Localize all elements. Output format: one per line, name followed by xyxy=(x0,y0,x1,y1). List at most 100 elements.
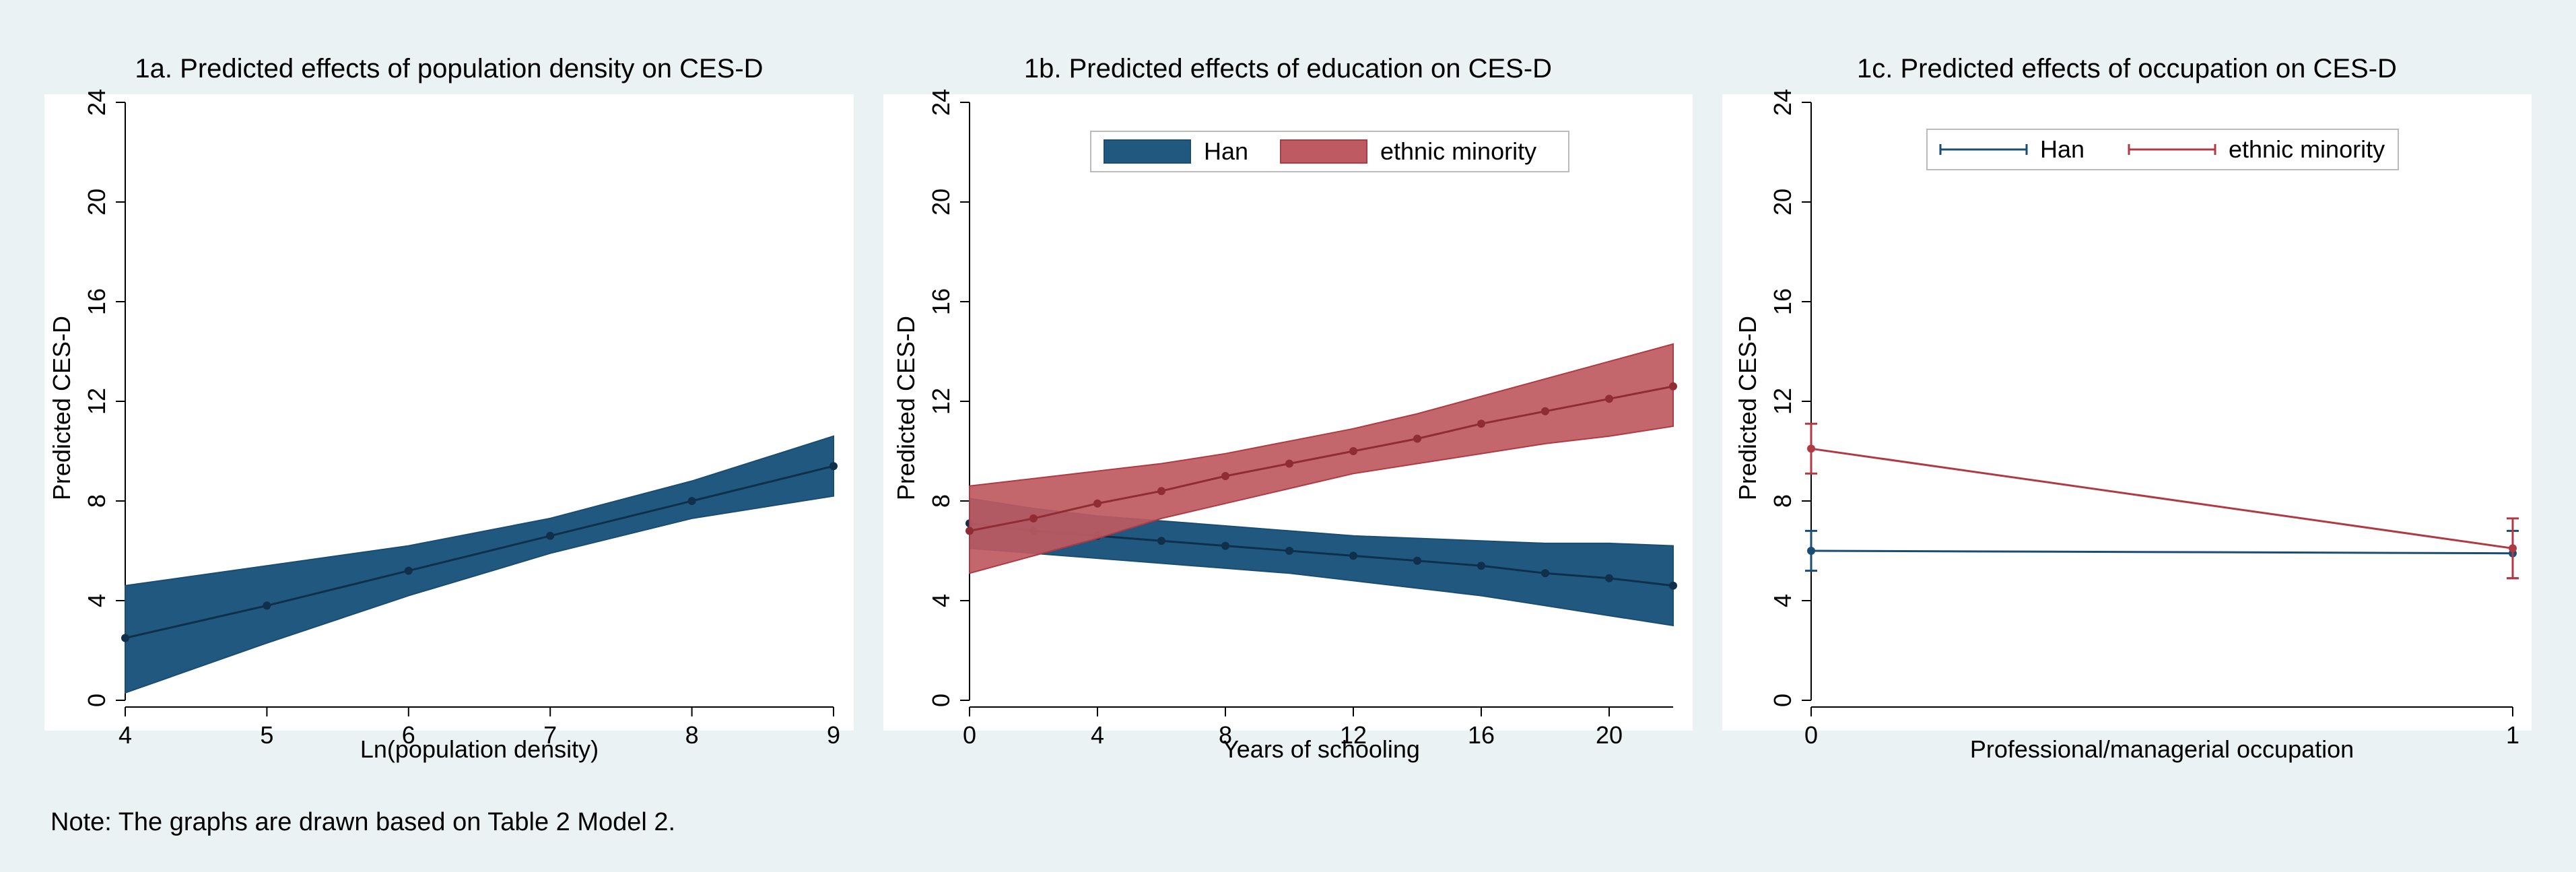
series-0 xyxy=(121,435,838,694)
x-tick-label: 0 xyxy=(1804,721,1818,749)
chart-panel-2: 1b. Predicted effects of education on CE… xyxy=(883,54,1693,763)
x-tick-label: 0 xyxy=(963,721,976,749)
y-tick-label: 8 xyxy=(927,494,955,508)
x-axis-label: Professional/managerial occupation xyxy=(1970,735,2354,763)
data-point xyxy=(1477,420,1485,428)
data-point xyxy=(1541,407,1549,415)
series-line xyxy=(1810,447,2513,549)
y-tick-label: 12 xyxy=(1769,388,1796,415)
y-axis-label: Predicted CES-D xyxy=(48,316,75,500)
y-tick-label: 12 xyxy=(927,388,955,415)
legend-label: Han xyxy=(1204,137,1248,165)
data-point xyxy=(1807,444,1815,453)
data-point xyxy=(1413,434,1421,443)
legend-label: ethnic minority xyxy=(1380,137,1536,165)
y-tick-label: 24 xyxy=(1769,89,1796,116)
confidence-band xyxy=(125,435,834,694)
series-han xyxy=(965,498,1677,627)
x-axis-label: Years of schooling xyxy=(1223,735,1420,763)
chart-panel-1: 1a. Predicted effects of population dens… xyxy=(44,54,854,763)
legend-swatch xyxy=(1104,139,1191,164)
data-point xyxy=(1605,395,1613,403)
legend-swatch xyxy=(1280,139,1367,164)
data-point xyxy=(1349,551,1357,560)
x-tick-label: 8 xyxy=(685,721,699,749)
figure-note: Note: The graphs are drawn based on Tabl… xyxy=(50,808,675,836)
chart-title: 1b. Predicted effects of education on CE… xyxy=(1024,54,1552,83)
data-point xyxy=(1669,581,1677,590)
data-point xyxy=(687,497,696,505)
y-tick-label: 24 xyxy=(83,89,110,116)
data-point xyxy=(1669,382,1677,391)
legend: Han ethnic minority xyxy=(1926,129,2399,170)
chart-panel-3: 1c. Predicted effects of occupation on C… xyxy=(1722,54,2532,763)
y-tick-label: 12 xyxy=(83,388,110,415)
y-tick-label: 8 xyxy=(1769,494,1796,508)
data-point xyxy=(829,462,838,471)
data-point xyxy=(1541,569,1549,578)
y-tick-label: 4 xyxy=(83,594,110,607)
data-point xyxy=(1605,574,1613,582)
data-point xyxy=(965,527,974,535)
chart-title: 1c. Predicted effects of occupation on C… xyxy=(1857,54,2397,83)
legend-label: Han xyxy=(2040,135,2084,163)
x-tick-label: 4 xyxy=(118,721,132,749)
x-axis-label: Ln(population density) xyxy=(360,735,599,763)
confidence-band xyxy=(969,343,1674,574)
y-tick-label: 16 xyxy=(83,288,110,315)
data-point xyxy=(1029,514,1038,523)
y-tick-label: 20 xyxy=(83,189,110,215)
data-point xyxy=(1285,547,1293,555)
data-point xyxy=(1221,472,1229,480)
data-point xyxy=(1285,459,1293,468)
data-point xyxy=(121,634,129,642)
data-point xyxy=(2509,544,2517,553)
y-tick-label: 0 xyxy=(1769,694,1796,707)
x-tick-label: 16 xyxy=(1468,721,1495,749)
data-point xyxy=(1157,487,1165,496)
x-tick-label: 1 xyxy=(2506,721,2519,749)
series-line xyxy=(125,465,834,639)
series-line xyxy=(1810,549,2513,555)
panels: 1a. Predicted effects of population dens… xyxy=(44,54,2532,763)
data-point xyxy=(1413,556,1421,565)
series-ethnic-minority xyxy=(1805,422,2519,580)
chart-title: 1a. Predicted effects of population dens… xyxy=(135,54,763,83)
y-axis-label: Predicted CES-D xyxy=(892,316,920,500)
panel-box xyxy=(1722,94,2532,731)
y-tick-label: 4 xyxy=(1769,594,1796,607)
x-tick-label: 20 xyxy=(1596,721,1623,749)
data-point xyxy=(1807,547,1815,555)
x-tick-label: 8 xyxy=(1219,721,1232,749)
y-tick-label: 16 xyxy=(927,288,955,315)
data-point xyxy=(404,566,413,575)
series-line xyxy=(969,385,1674,532)
y-tick-label: 16 xyxy=(1769,288,1796,315)
x-tick-label: 7 xyxy=(543,721,557,749)
y-tick-label: 0 xyxy=(927,694,955,707)
y-tick-label: 20 xyxy=(927,189,955,215)
legend: Han ethnic minority xyxy=(1090,131,1569,172)
data-point xyxy=(1221,541,1229,550)
y-tick-label: 20 xyxy=(1769,189,1796,215)
data-point xyxy=(263,601,271,610)
data-point xyxy=(1093,499,1101,508)
y-tick-label: 4 xyxy=(927,594,955,607)
legend-label: ethnic minority xyxy=(2229,135,2385,163)
x-tick-label: 12 xyxy=(1340,721,1367,749)
x-tick-label: 9 xyxy=(827,721,840,749)
y-tick-label: 8 xyxy=(83,494,110,508)
y-tick-label: 24 xyxy=(927,89,955,116)
data-point xyxy=(1349,447,1357,455)
confidence-band xyxy=(969,498,1674,627)
y-axis-label: Predicted CES-D xyxy=(1734,316,1761,500)
x-tick-label: 4 xyxy=(1091,721,1104,749)
x-tick-label: 5 xyxy=(260,721,273,749)
data-point xyxy=(1157,537,1165,545)
data-point xyxy=(546,531,555,540)
series-ethnic-minority xyxy=(965,343,1677,574)
x-tick-label: 6 xyxy=(402,721,415,749)
data-point xyxy=(1477,562,1485,570)
y-tick-label: 0 xyxy=(83,694,110,707)
